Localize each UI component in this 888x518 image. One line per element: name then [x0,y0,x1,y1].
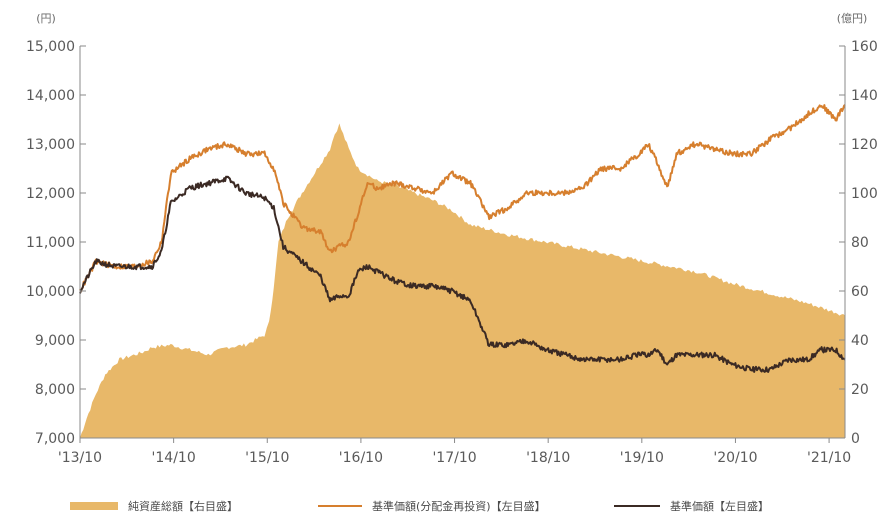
right-tick-label: 100 [851,186,878,202]
left-tick-label: 11,000 [26,235,75,251]
series-net-assets-area [80,123,845,439]
x-tick-label: '18/10 [526,450,570,466]
x-tick-label: '16/10 [339,450,383,466]
left-tick-label: 14,000 [26,88,75,104]
right-tick-label: 80 [851,235,869,251]
right-tick-label: 40 [851,333,869,349]
x-tick-label: '15/10 [245,450,289,466]
series-reinvested-nav-line [79,104,846,293]
legend-label-reinvested: 基準価額(分配金再投資)【左目盛】 [372,499,546,513]
left-tick-label: 15,000 [26,39,75,55]
left-ticks: 15,000 14,000 13,000 12,000 11,000 10,000 9,00… [26,39,86,447]
x-ticks: '13/10 '14/10 '15/10 '16/10 '17/10 '18/10 '19/… [58,438,851,466]
series-nav-line [79,175,846,373]
left-tick-label: 7,000 [35,431,75,447]
legend-label-nav: 基準価額【左目盛】 [670,499,769,513]
x-tick-label: '19/10 [620,450,664,466]
right-tick-label: 120 [851,137,878,153]
line-layer [79,104,846,373]
right-axis-unit: (億円) [837,12,868,25]
x-tick-label: '14/10 [152,450,196,466]
left-axis-unit: (円) [36,12,56,25]
right-tick-label: 0 [851,431,860,447]
left-tick-label: 10,000 [26,284,75,300]
x-tick-label: '20/10 [713,450,757,466]
right-tick-label: 20 [851,382,869,398]
left-tick-label: 12,000 [26,186,75,202]
left-tick-label: 8,000 [35,382,75,398]
legend: 純資産総額【右目盛】 基準価額(分配金再投資)【左目盛】 基準価額【左目盛】 [70,499,769,513]
legend-area-swatch [70,502,118,510]
right-ticks: 160 140 120 100 80 60 40 20 0 [839,39,878,447]
right-tick-label: 60 [851,284,869,300]
left-tick-label: 13,000 [26,137,75,153]
area-layer [80,123,845,439]
x-tick-label: '17/10 [432,450,476,466]
left-tick-label: 9,000 [35,333,75,349]
x-tick-label: '21/10 [807,450,851,466]
right-tick-label: 140 [851,88,878,104]
x-tick-label: '13/10 [58,450,102,466]
legend-label-area: 純資産総額【右目盛】 [128,499,238,513]
right-tick-label: 160 [851,39,878,55]
